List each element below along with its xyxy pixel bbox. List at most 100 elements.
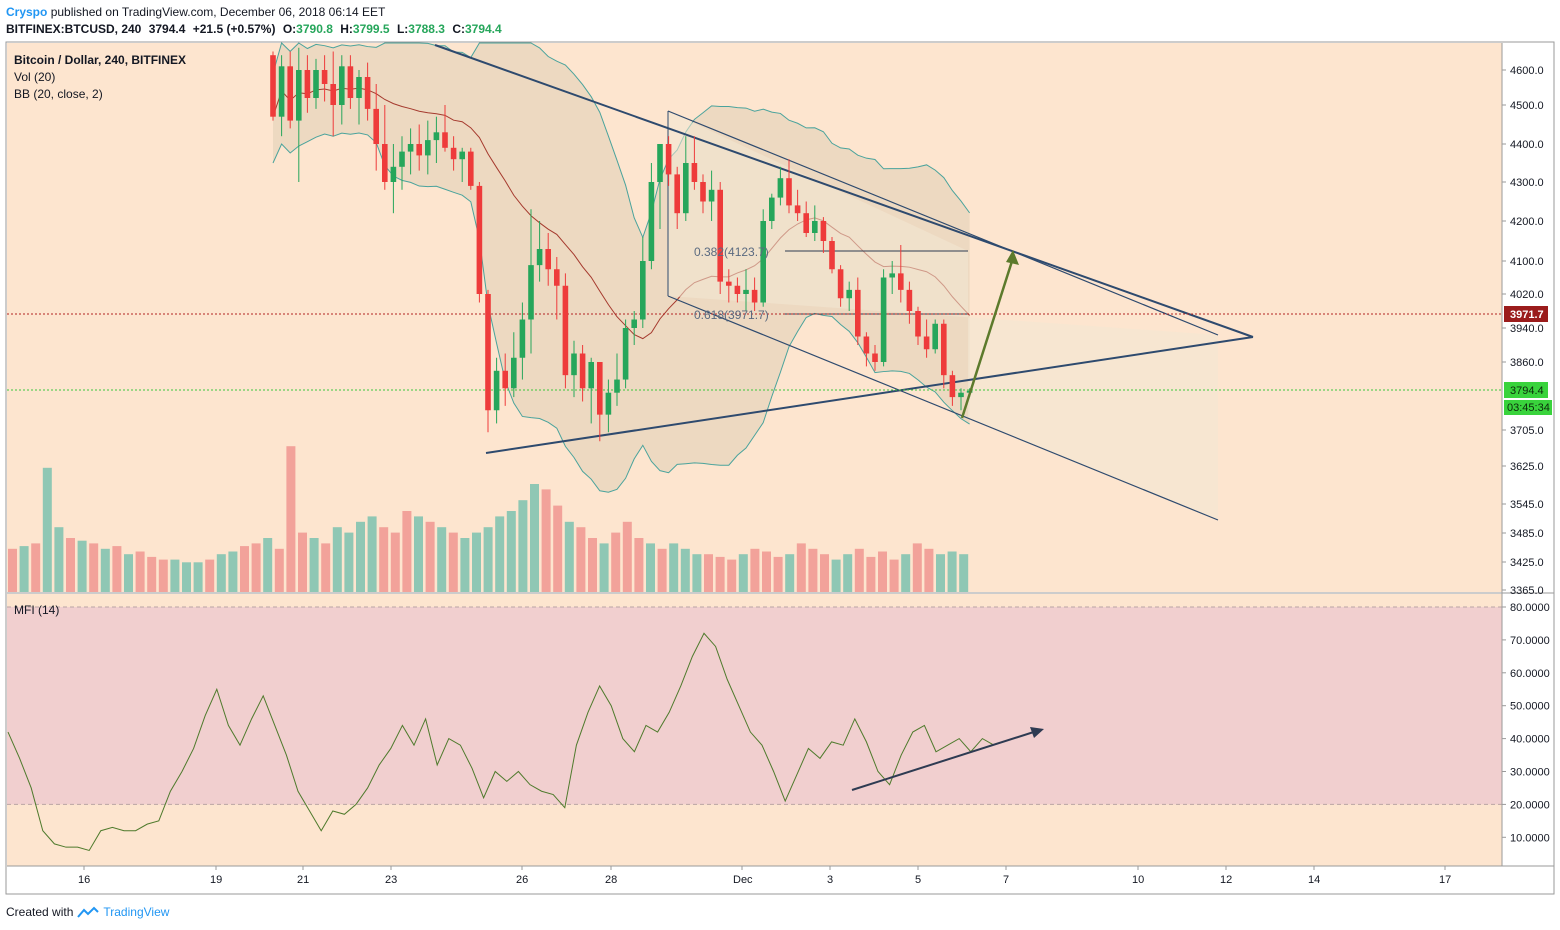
candle (296, 47, 302, 182)
volume-bar (402, 511, 412, 592)
volume-bar (959, 554, 969, 592)
price-marker-red-label: 3971.7 (1510, 309, 1544, 321)
candle-body (545, 249, 551, 270)
candle (605, 379, 612, 433)
volume-bar (576, 527, 586, 592)
time-tick-label: 17 (1439, 874, 1451, 886)
volume-bar (356, 521, 365, 592)
candle-body (493, 370, 500, 411)
volume-bar (425, 521, 435, 592)
candle (442, 105, 448, 152)
candle-body (321, 70, 328, 84)
candle-body (364, 77, 371, 109)
volume-bar (866, 556, 876, 592)
candle-body (760, 221, 766, 303)
bb-lower (272, 132, 970, 493)
candle (734, 277, 741, 303)
candle (915, 306, 921, 345)
price-tick-label: 3625.0 (1510, 461, 1544, 473)
volume-bar (878, 551, 887, 592)
price-tick-label: 3705.0 (1510, 425, 1544, 437)
candle (889, 261, 895, 294)
candle (493, 357, 500, 424)
candle-body (837, 269, 844, 299)
footer-created: Created with (6, 905, 74, 919)
volume-bar (738, 554, 748, 592)
symbol-line: BITFINEX:BTCUSD, 240 3794.4 +21.5 (+0.57… (6, 22, 506, 36)
candle-body (605, 392, 612, 415)
volume-bar (19, 546, 29, 592)
volume-bar (147, 556, 157, 592)
time-tick-label: 10 (1132, 874, 1144, 886)
volume-bar (344, 532, 354, 592)
candle-body (287, 66, 293, 121)
price-tick-label: 4500.0 (1510, 100, 1544, 112)
volume-bar (715, 556, 725, 592)
footer-brand[interactable]: TradingView (103, 905, 170, 919)
volume-bar (599, 543, 609, 592)
candle (640, 237, 646, 328)
volume-bar (437, 527, 447, 592)
volume-bar (936, 554, 945, 592)
volume-bar (100, 548, 110, 592)
candle-body (949, 375, 956, 398)
candle-body (296, 70, 302, 121)
candle-body (579, 353, 586, 389)
price-tick-label: 4020.0 (1510, 289, 1544, 301)
candle-body (683, 163, 689, 214)
footer: Created with TradingView (6, 905, 169, 919)
candle (425, 120, 431, 175)
volume-bar (796, 543, 806, 592)
candle-body (536, 249, 543, 266)
candle-body (399, 151, 405, 167)
time-tick-label: 7 (1003, 874, 1009, 886)
candle (313, 58, 319, 109)
chart-frame (5, 41, 1555, 895)
volume-bar (622, 521, 632, 592)
candle (786, 159, 792, 214)
volume-bar (657, 548, 667, 592)
volume-bar (286, 446, 296, 592)
candle (898, 245, 904, 303)
volume-bar (240, 546, 249, 592)
candle-body (382, 144, 388, 182)
volume-bar (216, 554, 226, 592)
candle (665, 136, 672, 186)
candle (769, 193, 775, 229)
candle-body (442, 132, 448, 148)
volume-bar (611, 532, 621, 592)
price-tick-label: 3485.0 (1510, 528, 1544, 540)
candle-body (407, 144, 414, 152)
candle-body (906, 289, 913, 311)
candle (820, 217, 827, 253)
volume-bar (124, 554, 133, 592)
volume-bar (460, 538, 470, 592)
candle (648, 163, 655, 270)
volume-bar (564, 521, 574, 592)
candle (941, 319, 947, 389)
volume-bar (785, 554, 795, 592)
candle-body (769, 197, 775, 221)
candle-body (726, 281, 732, 286)
candle-body (278, 66, 285, 117)
candle-body (450, 147, 457, 160)
volume-bar (332, 527, 342, 592)
volume-bar (854, 548, 864, 592)
legend-bb: BB (20, close, 2) (14, 87, 103, 101)
candle-body (528, 265, 534, 320)
candle (794, 189, 801, 221)
legend-title: Bitcoin / Dollar, 240, BITFINEX (14, 53, 187, 67)
candle (614, 353, 620, 406)
price-marker-green-label: 3794.4 (1510, 385, 1544, 397)
author-name[interactable]: Cryspo (6, 5, 48, 19)
mfi-line (7, 632, 995, 852)
time-tick-label: Dec (733, 874, 753, 886)
triangle-lower-line (485, 336, 1254, 454)
fib-618-label: 0.618(3971.7) (694, 308, 769, 322)
volume-bar (924, 548, 934, 592)
volume-bar (8, 548, 17, 592)
candle-body (356, 77, 362, 98)
forecast-arrow (960, 257, 1015, 419)
candle (872, 345, 878, 371)
